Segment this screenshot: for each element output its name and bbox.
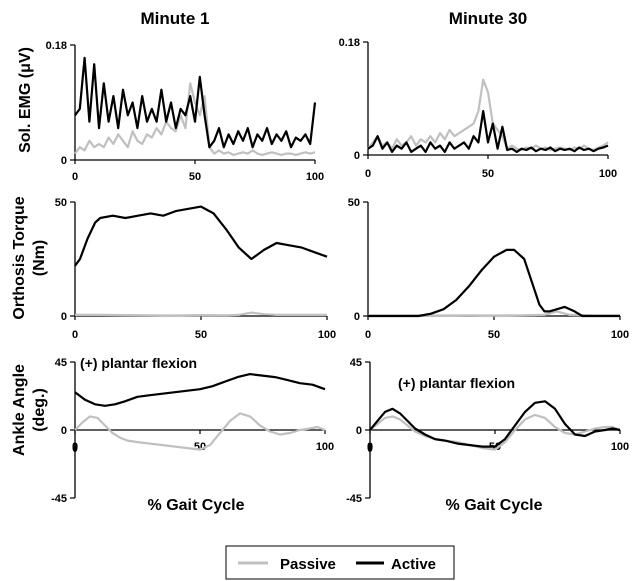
chart-panels: 0 0.18 0 50 100 0 0.18 0 50 100 0 50 0 50 100 0 50 0 50 100… xyxy=(46,37,630,505)
x-tick-label: 0 xyxy=(72,171,78,183)
series-line-active xyxy=(74,56,317,149)
x-tick-label: 50 xyxy=(482,168,494,180)
y-tick-label: 0 xyxy=(61,425,67,437)
axis-marker-dot xyxy=(367,444,373,452)
y-tick-label: 0 xyxy=(354,311,360,323)
legend: Passive Active xyxy=(225,545,455,580)
x-tick-label: 100 xyxy=(318,329,336,341)
row-label-torque-line1: Orthosis Torque xyxy=(11,196,28,319)
y-tick-label: 45 xyxy=(350,357,362,369)
y-tick-label: 0 xyxy=(356,425,362,437)
series-line-passive xyxy=(74,412,326,451)
y-tick-label: 0 xyxy=(61,311,67,323)
x-tick-label: 50 xyxy=(189,171,201,183)
x-tick-label: 0 xyxy=(365,329,371,341)
x-tick-label: 0 xyxy=(365,168,371,180)
x-tick-label: 100 xyxy=(599,168,617,180)
x-tick-label: 100 xyxy=(316,441,334,453)
row-label-emg: Sol. EMG (μV) xyxy=(17,47,34,153)
row-label-angle-line1: Ankle Angle xyxy=(11,364,28,456)
x-tick-label: 100 xyxy=(306,171,324,183)
row-label-torque: Orthosis Torque (Nm) xyxy=(11,196,48,319)
panel-angle-minute-1: 450-45050100(+) plantar flexion xyxy=(51,355,334,505)
annotation-plantar-flexion: (+) plantar flexion xyxy=(80,355,197,371)
panel-emg-minute-1: 0 0.18 0 50 100 xyxy=(46,40,325,183)
y-tick-label: -45 xyxy=(346,493,362,505)
row-label-angle-line2: (deg.) xyxy=(31,388,48,432)
legend-label-passive: Passive xyxy=(280,556,336,573)
series-line-active xyxy=(367,109,609,153)
series-line-passive xyxy=(74,82,316,156)
y-tick-label: -45 xyxy=(51,493,67,505)
x-axis-title-minute-30: % Gait Cycle xyxy=(446,497,543,514)
series-line-active xyxy=(74,205,328,267)
y-tick-label: 0.18 xyxy=(339,37,360,49)
y-tick-label: 50 xyxy=(348,197,360,209)
x-tick-label: 100 xyxy=(611,329,629,341)
series-line-active xyxy=(74,373,326,407)
legend-label-active: Active xyxy=(391,556,436,573)
x-axis-title-minute-1: % Gait Cycle xyxy=(148,497,245,514)
x-tick-label: 50 xyxy=(195,329,207,341)
row-label-torque-line2: (Nm) xyxy=(31,240,48,276)
x-tick-label: 100 xyxy=(611,441,629,453)
panel-angle-minute-30: 450-45050100(+) plantar flexion xyxy=(346,357,629,505)
axis-marker-dot xyxy=(72,444,78,452)
y-tick-label: 0.18 xyxy=(46,40,67,52)
series-line-passive xyxy=(75,311,327,317)
panel-torque-minute-30: 0 50 0 50 100 xyxy=(348,197,629,341)
panel-emg-minute-30: 0 0.18 0 50 100 xyxy=(339,37,618,180)
series-line-active xyxy=(369,400,621,448)
series-line-passive xyxy=(369,413,621,451)
y-tick-label: 50 xyxy=(55,197,67,209)
row-label-angle: Ankle Angle (deg.) xyxy=(11,364,48,456)
y-tick-label: 45 xyxy=(55,357,67,369)
series-line-active xyxy=(368,248,620,318)
panel-torque-minute-1: 0 50 0 50 100 xyxy=(55,197,336,341)
column-title-minute-1: Minute 1 xyxy=(141,9,210,28)
annotation-plantar-flexion: (+) plantar flexion xyxy=(398,375,515,391)
y-tick-label: 0 xyxy=(354,150,360,162)
column-title-minute-30: Minute 30 xyxy=(449,9,527,28)
y-tick-label: 0 xyxy=(61,155,67,167)
x-tick-label: 0 xyxy=(72,329,78,341)
x-tick-label: 50 xyxy=(488,329,500,341)
